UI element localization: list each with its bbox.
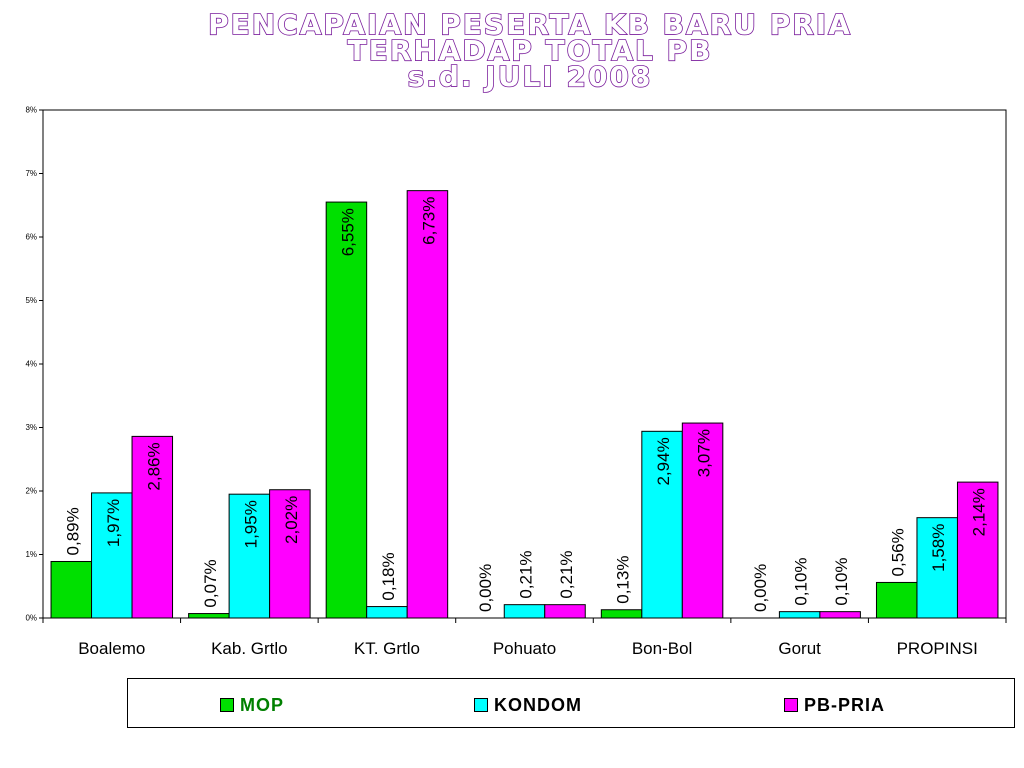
chart-title-line-2: TERHADAP TOTAL PB xyxy=(347,34,713,67)
data-label: 0,89% xyxy=(63,507,82,555)
bar-kondom xyxy=(916,517,958,619)
data-label: 6,55% xyxy=(338,208,357,256)
x-tick-label: Boalemo xyxy=(78,639,145,658)
y-tick-label: 5% xyxy=(25,296,37,305)
data-label: 0,00% xyxy=(751,564,770,612)
data-label: 0,56% xyxy=(889,528,908,576)
data-label: 1,95% xyxy=(241,500,260,548)
legend-label-pb-pria: PB-PRIA xyxy=(804,694,886,715)
bar-kondom xyxy=(366,606,408,619)
x-tick-label: Bon-Bol xyxy=(632,639,692,658)
plot-area xyxy=(42,109,1007,619)
bar-mop xyxy=(875,581,918,619)
bar-mop xyxy=(50,560,93,619)
chart-title: PENCAPAIAN PESERTA KB BARU PRIA TERHADAP… xyxy=(0,8,1024,93)
data-label: 2,02% xyxy=(282,496,301,544)
y-tick-label: 7% xyxy=(25,169,37,178)
data-label: 1,97% xyxy=(104,499,123,547)
bar-mop xyxy=(600,609,643,619)
legend-swatch-pb-pria xyxy=(784,698,798,712)
bar-pb-pria xyxy=(956,481,999,619)
bar-mop xyxy=(325,201,368,619)
legend-swatch-mop xyxy=(220,698,234,712)
data-label: 0,10% xyxy=(832,557,851,605)
y-tick-label: 4% xyxy=(25,360,37,369)
legend-label-kondom: KONDOM xyxy=(494,694,582,715)
y-tick-label: 8% xyxy=(25,106,37,115)
x-tick-label: Pohuato xyxy=(493,639,556,658)
data-label: 2,14% xyxy=(970,488,989,536)
bar-pb-pria xyxy=(681,422,724,619)
bar-pb-pria xyxy=(406,190,449,619)
legend-label-mop: MOP xyxy=(240,694,285,715)
y-tick-label: 1% xyxy=(25,550,37,559)
y-tick-label: 3% xyxy=(25,423,37,432)
y-tick-label: 0% xyxy=(25,614,37,623)
x-tick-label: KT. Grtlo xyxy=(354,639,420,658)
bar-pb-pria xyxy=(819,611,861,619)
legend-swatch-kondom xyxy=(474,698,488,712)
bar-kondom xyxy=(503,604,546,619)
x-tick-label: Gorut xyxy=(778,639,821,658)
x-tick-label: Kab. Grtlo xyxy=(211,639,288,658)
bar-kondom xyxy=(91,492,133,619)
bar-pb-pria xyxy=(544,604,586,619)
data-label: 2,86% xyxy=(144,442,163,490)
chart-title-line-1: PENCAPAIAN PESERTA KB BARU PRIA xyxy=(207,8,852,41)
y-tick-label: 6% xyxy=(25,233,37,242)
bar-kondom xyxy=(228,493,271,619)
data-label: 0,07% xyxy=(201,559,220,607)
data-label: 0,00% xyxy=(476,564,495,612)
data-label: 1,58% xyxy=(929,524,948,572)
data-label: 3,07% xyxy=(695,429,714,477)
y-tick-label: 2% xyxy=(25,487,37,496)
chart-title-line-3: s.d. JULI 2008 xyxy=(407,60,653,93)
legend-item-kondom: KONDOM xyxy=(474,695,582,715)
data-label: 0,18% xyxy=(379,552,398,600)
bar-pb-pria xyxy=(131,435,174,619)
data-label: 2,94% xyxy=(654,437,673,485)
x-tick-label: PROPINSI xyxy=(897,639,978,658)
bar-mop xyxy=(188,613,230,619)
data-label: 0,13% xyxy=(614,556,633,604)
data-label: 0,10% xyxy=(792,557,811,605)
legend-item-mop: MOP xyxy=(220,695,284,715)
data-label: 0,21% xyxy=(557,550,576,598)
bar-pb-pria xyxy=(269,489,311,619)
bar-kondom xyxy=(778,611,821,619)
chart-legend: MOP KONDOM PB-PRIA xyxy=(127,678,1015,728)
legend-item-pb-pria: PB-PRIA xyxy=(784,695,885,715)
data-label: 0,21% xyxy=(517,550,536,598)
data-label: 6,73% xyxy=(419,197,438,245)
